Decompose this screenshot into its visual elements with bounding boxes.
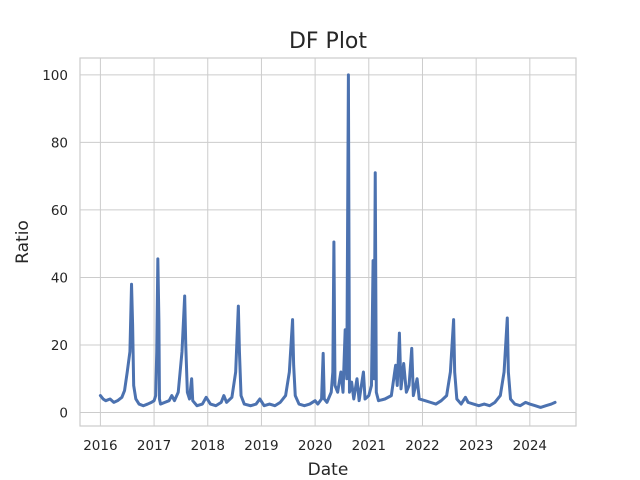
x-tick-label: 2023 bbox=[459, 438, 493, 454]
x-axis-label: Date bbox=[308, 460, 349, 480]
y-tick-label: 60 bbox=[51, 203, 68, 219]
x-tick-label: 2019 bbox=[244, 438, 278, 454]
series-layer bbox=[98, 73, 557, 409]
x-tick-label: 2018 bbox=[191, 438, 225, 454]
y-tick-label: 40 bbox=[51, 270, 68, 286]
grid bbox=[80, 58, 576, 426]
x-tick-label: 2017 bbox=[137, 438, 171, 454]
y-tick-label: 80 bbox=[51, 135, 68, 151]
x-tick-label: 2020 bbox=[298, 438, 332, 454]
y-tick-label: 100 bbox=[42, 68, 68, 84]
y-tick-label: 0 bbox=[59, 405, 68, 421]
x-tick-label: 2024 bbox=[513, 438, 547, 454]
chart-title: DF Plot bbox=[289, 29, 367, 54]
y-axis-label: Ratio bbox=[13, 220, 33, 264]
x-tick-label: 2016 bbox=[83, 438, 117, 454]
x-axis-ticks: 2016 2017 2018 2019 2020 2021 2022 2023 2024 bbox=[83, 438, 547, 454]
x-tick-label: 2022 bbox=[405, 438, 439, 454]
plot-background bbox=[79, 57, 577, 427]
ratio-series-line bbox=[98, 73, 557, 409]
y-axis-ticks: 0 20 40 60 80 100 bbox=[42, 68, 68, 422]
y-tick-label: 20 bbox=[51, 338, 68, 354]
x-tick-label: 2021 bbox=[352, 438, 386, 454]
